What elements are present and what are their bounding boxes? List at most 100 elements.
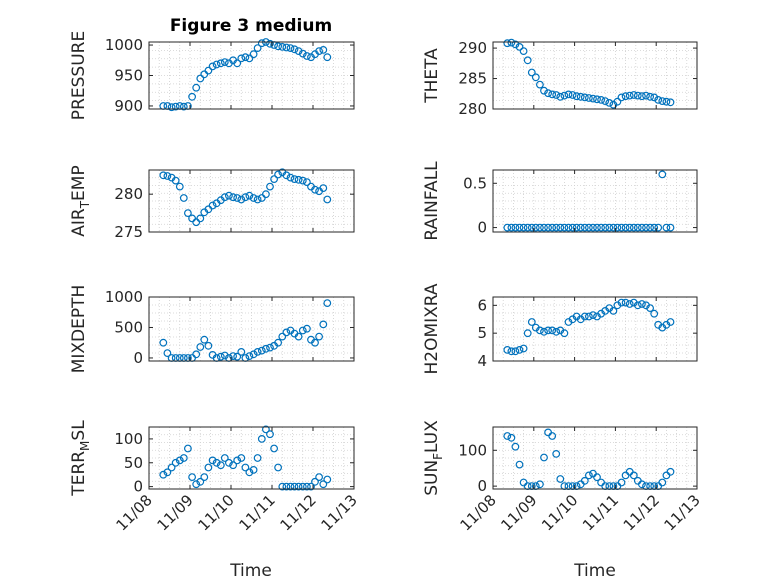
data-point [167, 103, 176, 112]
data-point [262, 190, 270, 199]
data-point [527, 68, 536, 77]
x-tick-label: 11/13 [661, 491, 704, 534]
data-point [220, 193, 229, 202]
data-point [609, 307, 618, 315]
data-point [212, 60, 221, 69]
y-tick-label: 4 [477, 352, 487, 370]
data-point [654, 223, 663, 232]
data-point [568, 91, 577, 99]
data-point [666, 223, 675, 232]
data-point [163, 468, 172, 477]
data-point [564, 223, 573, 232]
data-point [298, 326, 307, 335]
data-point [568, 223, 577, 232]
data-point [233, 59, 242, 68]
data-point [233, 456, 242, 465]
data-point [544, 89, 552, 98]
data-point [617, 223, 626, 232]
data-point [654, 95, 663, 104]
data-point [585, 94, 593, 102]
data-point [503, 432, 512, 440]
data-point [540, 86, 548, 95]
data-point [171, 176, 180, 185]
data-point [629, 471, 638, 480]
data-point [212, 458, 221, 467]
data-point [159, 171, 168, 180]
data-point [507, 223, 516, 232]
data-point [576, 92, 585, 101]
data-point [564, 90, 573, 99]
subplot-2: 275 280 AIRTEMP [69, 165, 355, 241]
data-point [286, 482, 295, 491]
data-point [556, 223, 565, 232]
data-point [531, 223, 540, 232]
data-point [552, 91, 561, 99]
data-point [523, 329, 532, 338]
data-point [241, 193, 250, 202]
data-point [266, 182, 274, 191]
data-point [548, 90, 557, 99]
y-axis-title-0: PRESSURE [69, 31, 89, 120]
data-point [536, 326, 544, 335]
data-point [245, 468, 254, 477]
data-point [666, 98, 675, 107]
data-point [556, 475, 565, 483]
data-point [503, 39, 512, 48]
subplot-5: 4 5 6 H2OMIXRA [422, 283, 698, 375]
data-point [294, 175, 303, 184]
y-axis-title-7: SUNFLUX [422, 420, 445, 496]
data-point [638, 480, 646, 489]
data-point [319, 46, 328, 54]
subplot-1: 280 285 290 THETA [422, 38, 698, 118]
data-point [229, 461, 238, 470]
y-tick-label: 100 [458, 441, 487, 459]
data-point [245, 191, 254, 200]
data-point [262, 344, 270, 353]
data-point [216, 352, 225, 361]
data-point [179, 454, 188, 462]
data-point [278, 43, 287, 51]
data-point [298, 482, 307, 491]
data-point [196, 477, 205, 486]
data-point [253, 454, 262, 462]
y-tick-label: 6 [477, 296, 487, 314]
data-point [200, 335, 209, 344]
data-point [548, 326, 557, 335]
axes-frame [492, 426, 698, 490]
data-point [556, 92, 565, 101]
data-point [220, 351, 229, 360]
axes-frame [492, 296, 698, 362]
data-point [220, 454, 229, 462]
data-point [593, 473, 601, 482]
data-point [638, 223, 646, 232]
data-point [290, 45, 299, 54]
data-point [303, 178, 311, 187]
axes-frame [492, 41, 698, 110]
data-point [307, 482, 315, 491]
data-point [171, 458, 180, 467]
data-point [257, 39, 266, 48]
data-point [290, 175, 299, 184]
data-point [540, 327, 548, 336]
data-point [294, 332, 303, 341]
x-tick-label: 11/09 [497, 491, 540, 534]
x-tick-label: 11/10 [195, 491, 238, 534]
y-tick-label: 275 [114, 223, 143, 241]
data-point [646, 92, 654, 101]
data-point [167, 463, 176, 472]
data-point [241, 463, 250, 472]
x-axis-title-right: Time [573, 561, 616, 581]
data-point [183, 209, 192, 218]
data-point [511, 347, 520, 356]
data-point [200, 473, 209, 482]
data-point [527, 318, 536, 326]
y-tick-label: 290 [458, 39, 487, 57]
data-point [666, 467, 675, 476]
data-point [605, 98, 614, 107]
data-point [642, 223, 650, 232]
x-tick-label: 11/12 [277, 491, 320, 534]
data-point [315, 47, 324, 55]
data-point [548, 223, 557, 232]
